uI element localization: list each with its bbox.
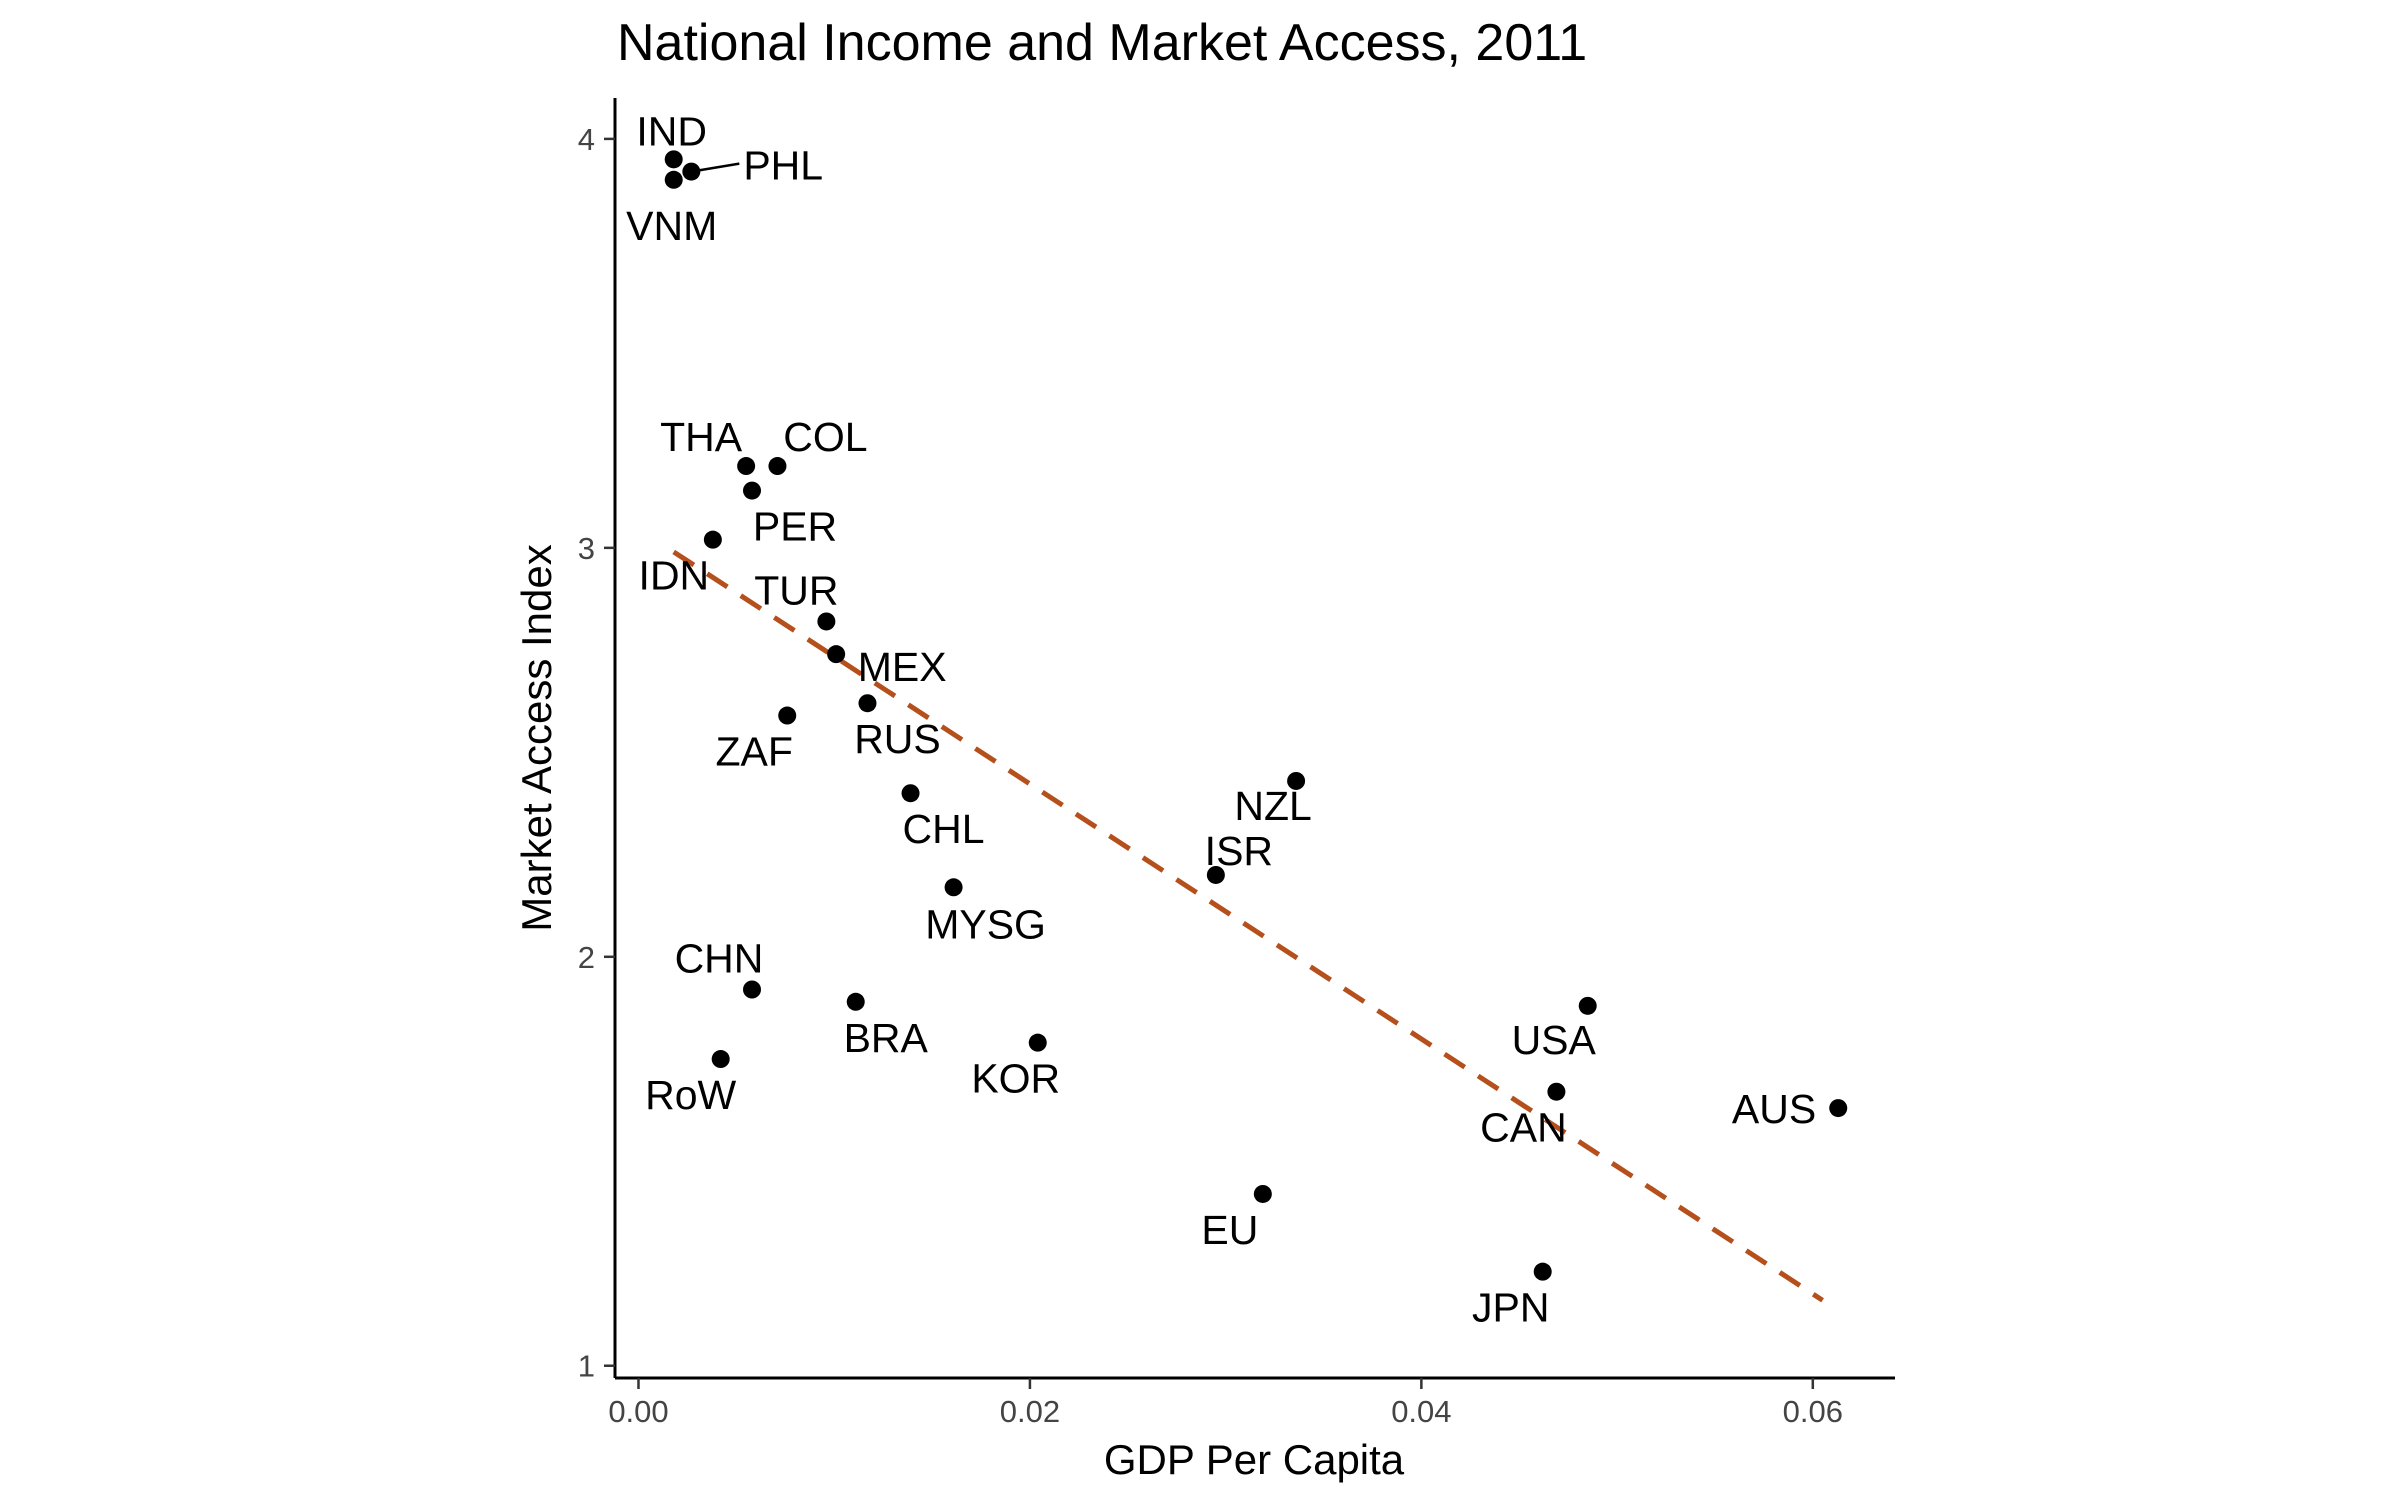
x-axis-title: GDP Per Capita bbox=[1104, 1436, 1405, 1483]
data-point[interactable] bbox=[711, 1050, 730, 1069]
point-label: RUS bbox=[854, 716, 941, 762]
point-label: NZL bbox=[1234, 783, 1311, 829]
point-label: COL bbox=[783, 414, 867, 460]
data-point[interactable] bbox=[1287, 771, 1306, 790]
data-point[interactable] bbox=[1206, 865, 1225, 884]
data-point[interactable] bbox=[1028, 1033, 1047, 1052]
point-label: RoW bbox=[645, 1072, 736, 1118]
chart-title: National Income and Market Access, 2011 bbox=[617, 14, 1587, 72]
data-point[interactable] bbox=[1829, 1099, 1848, 1118]
point-label: THA bbox=[660, 414, 743, 460]
data-point[interactable] bbox=[743, 481, 762, 500]
data-point[interactable] bbox=[703, 530, 722, 549]
data-point[interactable] bbox=[1253, 1184, 1272, 1203]
x-tick-label: 0.04 bbox=[1391, 1394, 1451, 1429]
point-label: CHN bbox=[675, 936, 764, 982]
point-label: KOR bbox=[971, 1056, 1060, 1102]
point-label: VNM bbox=[626, 203, 717, 249]
data-point[interactable] bbox=[682, 162, 701, 181]
point-label: MEX bbox=[858, 644, 947, 690]
data-point[interactable] bbox=[737, 457, 756, 476]
point-label: TUR bbox=[754, 567, 838, 613]
data-point[interactable] bbox=[901, 784, 920, 803]
data-point[interactable] bbox=[664, 170, 683, 189]
point-label: PER bbox=[753, 504, 837, 550]
point-label: PHL bbox=[743, 143, 823, 189]
point-label: EU bbox=[1201, 1207, 1258, 1253]
point-label: IND bbox=[636, 108, 707, 154]
data-point[interactable] bbox=[817, 612, 836, 631]
x-tick-label: 0.02 bbox=[1000, 1394, 1060, 1429]
point-label: MYSG bbox=[925, 901, 1046, 947]
data-point[interactable] bbox=[1533, 1262, 1552, 1281]
data-point[interactable] bbox=[664, 150, 683, 169]
point-label: CHL bbox=[903, 806, 985, 852]
data-point[interactable] bbox=[778, 706, 797, 725]
point-label: IDN bbox=[639, 553, 710, 599]
point-label: ISR bbox=[1205, 828, 1273, 874]
point-label: JPN bbox=[1472, 1285, 1549, 1331]
data-point[interactable] bbox=[858, 694, 877, 713]
y-axis-title: Market Access Index bbox=[513, 544, 560, 932]
data-point[interactable] bbox=[944, 878, 963, 897]
trend-line bbox=[672, 549, 1824, 1303]
point-label: CAN bbox=[1480, 1105, 1567, 1151]
y-tick-label: 4 bbox=[578, 122, 595, 157]
data-point[interactable] bbox=[1578, 996, 1597, 1015]
data-point[interactable] bbox=[846, 992, 865, 1011]
y-tick-label: 2 bbox=[578, 940, 595, 975]
y-tick-label: 1 bbox=[578, 1349, 595, 1384]
point-label: USA bbox=[1512, 1017, 1597, 1063]
point-label: AUS bbox=[1732, 1086, 1816, 1132]
point-label: BRA bbox=[844, 1015, 929, 1061]
plot-area: 0.00 0.02 0.04 0.06 1 2 3 4 IND PHL VNM THA COL PER ID… bbox=[578, 98, 1895, 1429]
point-label: ZAF bbox=[716, 729, 793, 775]
x-tick-label: 0.00 bbox=[608, 1394, 668, 1429]
y-tick-label: 3 bbox=[578, 531, 595, 566]
data-point[interactable] bbox=[1547, 1082, 1566, 1101]
data-point[interactable] bbox=[827, 645, 846, 664]
x-tick-label: 0.06 bbox=[1783, 1394, 1843, 1429]
data-point[interactable] bbox=[768, 457, 787, 476]
data-point[interactable] bbox=[743, 980, 762, 999]
